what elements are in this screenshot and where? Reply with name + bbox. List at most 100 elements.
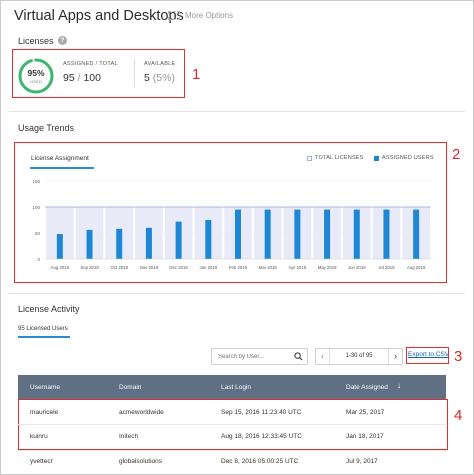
row-1-last-login: Sep 15, 2016 11:23:40 UTC <box>221 409 302 416</box>
assigned-total-label: ASSIGNED / TOTAL <box>63 61 118 67</box>
export-csv-link[interactable]: Export to CSV <box>408 351 450 358</box>
callout-box-chart <box>14 142 447 283</box>
search-input[interactable] <box>211 348 308 365</box>
assigned-count: 95 <box>63 72 75 84</box>
column-last-login[interactable]: Last Login <box>221 384 251 391</box>
x-tick-label: Nov 2018 <box>140 265 159 270</box>
search-icon[interactable] <box>294 352 303 361</box>
active-tab-indicator <box>30 167 94 169</box>
table-header <box>18 375 446 399</box>
row-2-last-login: Aug 18, 2016 12:33:45 UTC <box>221 433 302 440</box>
legend-total-licenses: TOTAL LICENSES <box>307 155 364 161</box>
assigned-separator: / <box>77 72 84 84</box>
y-tick-label: 150 <box>32 179 40 184</box>
donut-used-arc <box>18 58 54 94</box>
licensed-users-underline <box>18 336 70 338</box>
column-domain[interactable]: Domain <box>119 384 142 391</box>
y-tick-label: 50 <box>35 231 41 236</box>
section-divider <box>9 111 465 112</box>
callout-number-4: 4 <box>454 407 463 424</box>
x-tick-label: Mar 2019 <box>259 265 278 270</box>
licensed-users-count: 95 Licensed Users <box>18 326 68 332</box>
usage-used-label: USED <box>29 79 43 84</box>
row-1-username[interactable]: mauricele <box>30 409 59 416</box>
license-activity-title: License Activity <box>18 304 80 314</box>
x-tick-label: Sep 2018 <box>80 265 99 270</box>
bar-assigned-users <box>383 209 390 259</box>
total-count: 100 <box>83 72 101 84</box>
bar-assigned-users <box>205 220 212 259</box>
column-date-assigned[interactable]: Date Assigned <box>346 384 388 391</box>
licenses-title: Licenses <box>18 36 54 46</box>
x-tick-label: Aug 2019 <box>407 265 426 270</box>
x-tick-label: Oct 2018 <box>111 265 129 270</box>
legend-assigned-label: ASSIGNED USERS <box>382 155 434 161</box>
row-1-domain: acmeworldwide <box>119 409 164 416</box>
x-tick-label: Jun 2019 <box>348 265 366 270</box>
y-tick-label: 0 <box>37 257 40 262</box>
previous-page-button[interactable]: ‹ <box>316 349 330 364</box>
usage-trends-title: Usage Trends <box>18 123 75 133</box>
bar-assigned-users <box>294 209 301 259</box>
available-percent: (5%) <box>152 72 175 84</box>
tab-license-assignment[interactable]: License Assignment <box>31 155 89 162</box>
row-divider <box>18 450 446 451</box>
bar-assigned-users <box>56 234 63 259</box>
bar-assigned-users <box>264 209 271 259</box>
available-value: 5 (5%) <box>144 72 175 84</box>
page-title: Virtual Apps and Desktops <box>14 8 184 24</box>
sort-descending-icon[interactable]: ↓ <box>397 381 401 390</box>
license-assignment-chart: 0 50 100 150 Aug 2018 Sep 2018 Oct 2018 Nov 201… <box>32 179 431 270</box>
pagination: ‹ 1-30 of 95 › <box>315 348 403 365</box>
y-tick-label: 100 <box>32 205 40 210</box>
row-2-username[interactable]: kuinru <box>30 433 48 440</box>
x-tick-label: Aug 2018 <box>51 265 70 270</box>
available-count: 5 <box>144 72 150 84</box>
page-range: 1-30 of 95 <box>345 353 373 359</box>
legend-total-swatch <box>307 155 312 161</box>
legend-total-label: TOTAL LICENSES <box>315 155 364 161</box>
legend-assigned-swatch <box>374 155 379 161</box>
row-3-domain: globalsolutions <box>119 458 163 465</box>
row-2-domain: Initech <box>119 433 139 440</box>
legend-assigned-users: ASSIGNED USERS <box>374 155 434 161</box>
row-3-last-login: Dec 8, 2016 05:00:25 UTC <box>221 458 299 465</box>
bar-assigned-users <box>86 229 93 259</box>
row-1-date-assigned: Mar 25, 2017 <box>346 409 385 416</box>
assigned-total-value: 95 / 100 <box>63 72 101 84</box>
row-3-date-assigned: Jul 9, 2017 <box>346 458 378 465</box>
x-tick-label: May 2019 <box>318 265 337 270</box>
callout-number-2: 2 <box>452 146 461 163</box>
help-icon[interactable]: ? <box>58 36 67 45</box>
bar-assigned-users <box>175 221 182 259</box>
available-label: AVAILABLE <box>144 61 176 67</box>
more-options-button[interactable]: ··· More Options <box>168 11 233 20</box>
more-options-icon: ··· <box>168 11 180 20</box>
bar-assigned-users <box>324 209 331 259</box>
row-2-date-assigned: Jan 18, 2017 <box>346 433 384 440</box>
license-usage-donut <box>18 58 54 94</box>
x-tick-label: Apr 2019 <box>289 265 307 270</box>
section-divider-2 <box>9 293 465 294</box>
row-divider <box>18 424 446 425</box>
column-username[interactable]: Username <box>30 384 60 391</box>
callout-number-1: 1 <box>192 66 201 83</box>
bar-assigned-users <box>145 227 152 259</box>
next-page-button[interactable]: › <box>388 349 402 364</box>
bar-assigned-users <box>116 228 123 259</box>
callout-box-export <box>406 347 449 364</box>
callout-box-licenses <box>12 49 185 98</box>
kpi-divider <box>134 59 135 87</box>
x-tick-label: Dec 2018 <box>169 265 188 270</box>
x-tick-label: Feb 2019 <box>229 265 248 270</box>
row-3-username[interactable]: yvettecr <box>30 458 53 465</box>
callout-number-3: 3 <box>454 348 463 365</box>
usage-percent: 95% <box>27 68 45 78</box>
x-tick-label: Jan 2019 <box>199 265 217 270</box>
bar-assigned-users <box>235 209 241 259</box>
bar-assigned-users <box>413 209 420 259</box>
x-tick-label: Jul 2019 <box>378 265 395 270</box>
bar-assigned-users <box>353 209 360 259</box>
more-options-label: More Options <box>185 11 234 20</box>
